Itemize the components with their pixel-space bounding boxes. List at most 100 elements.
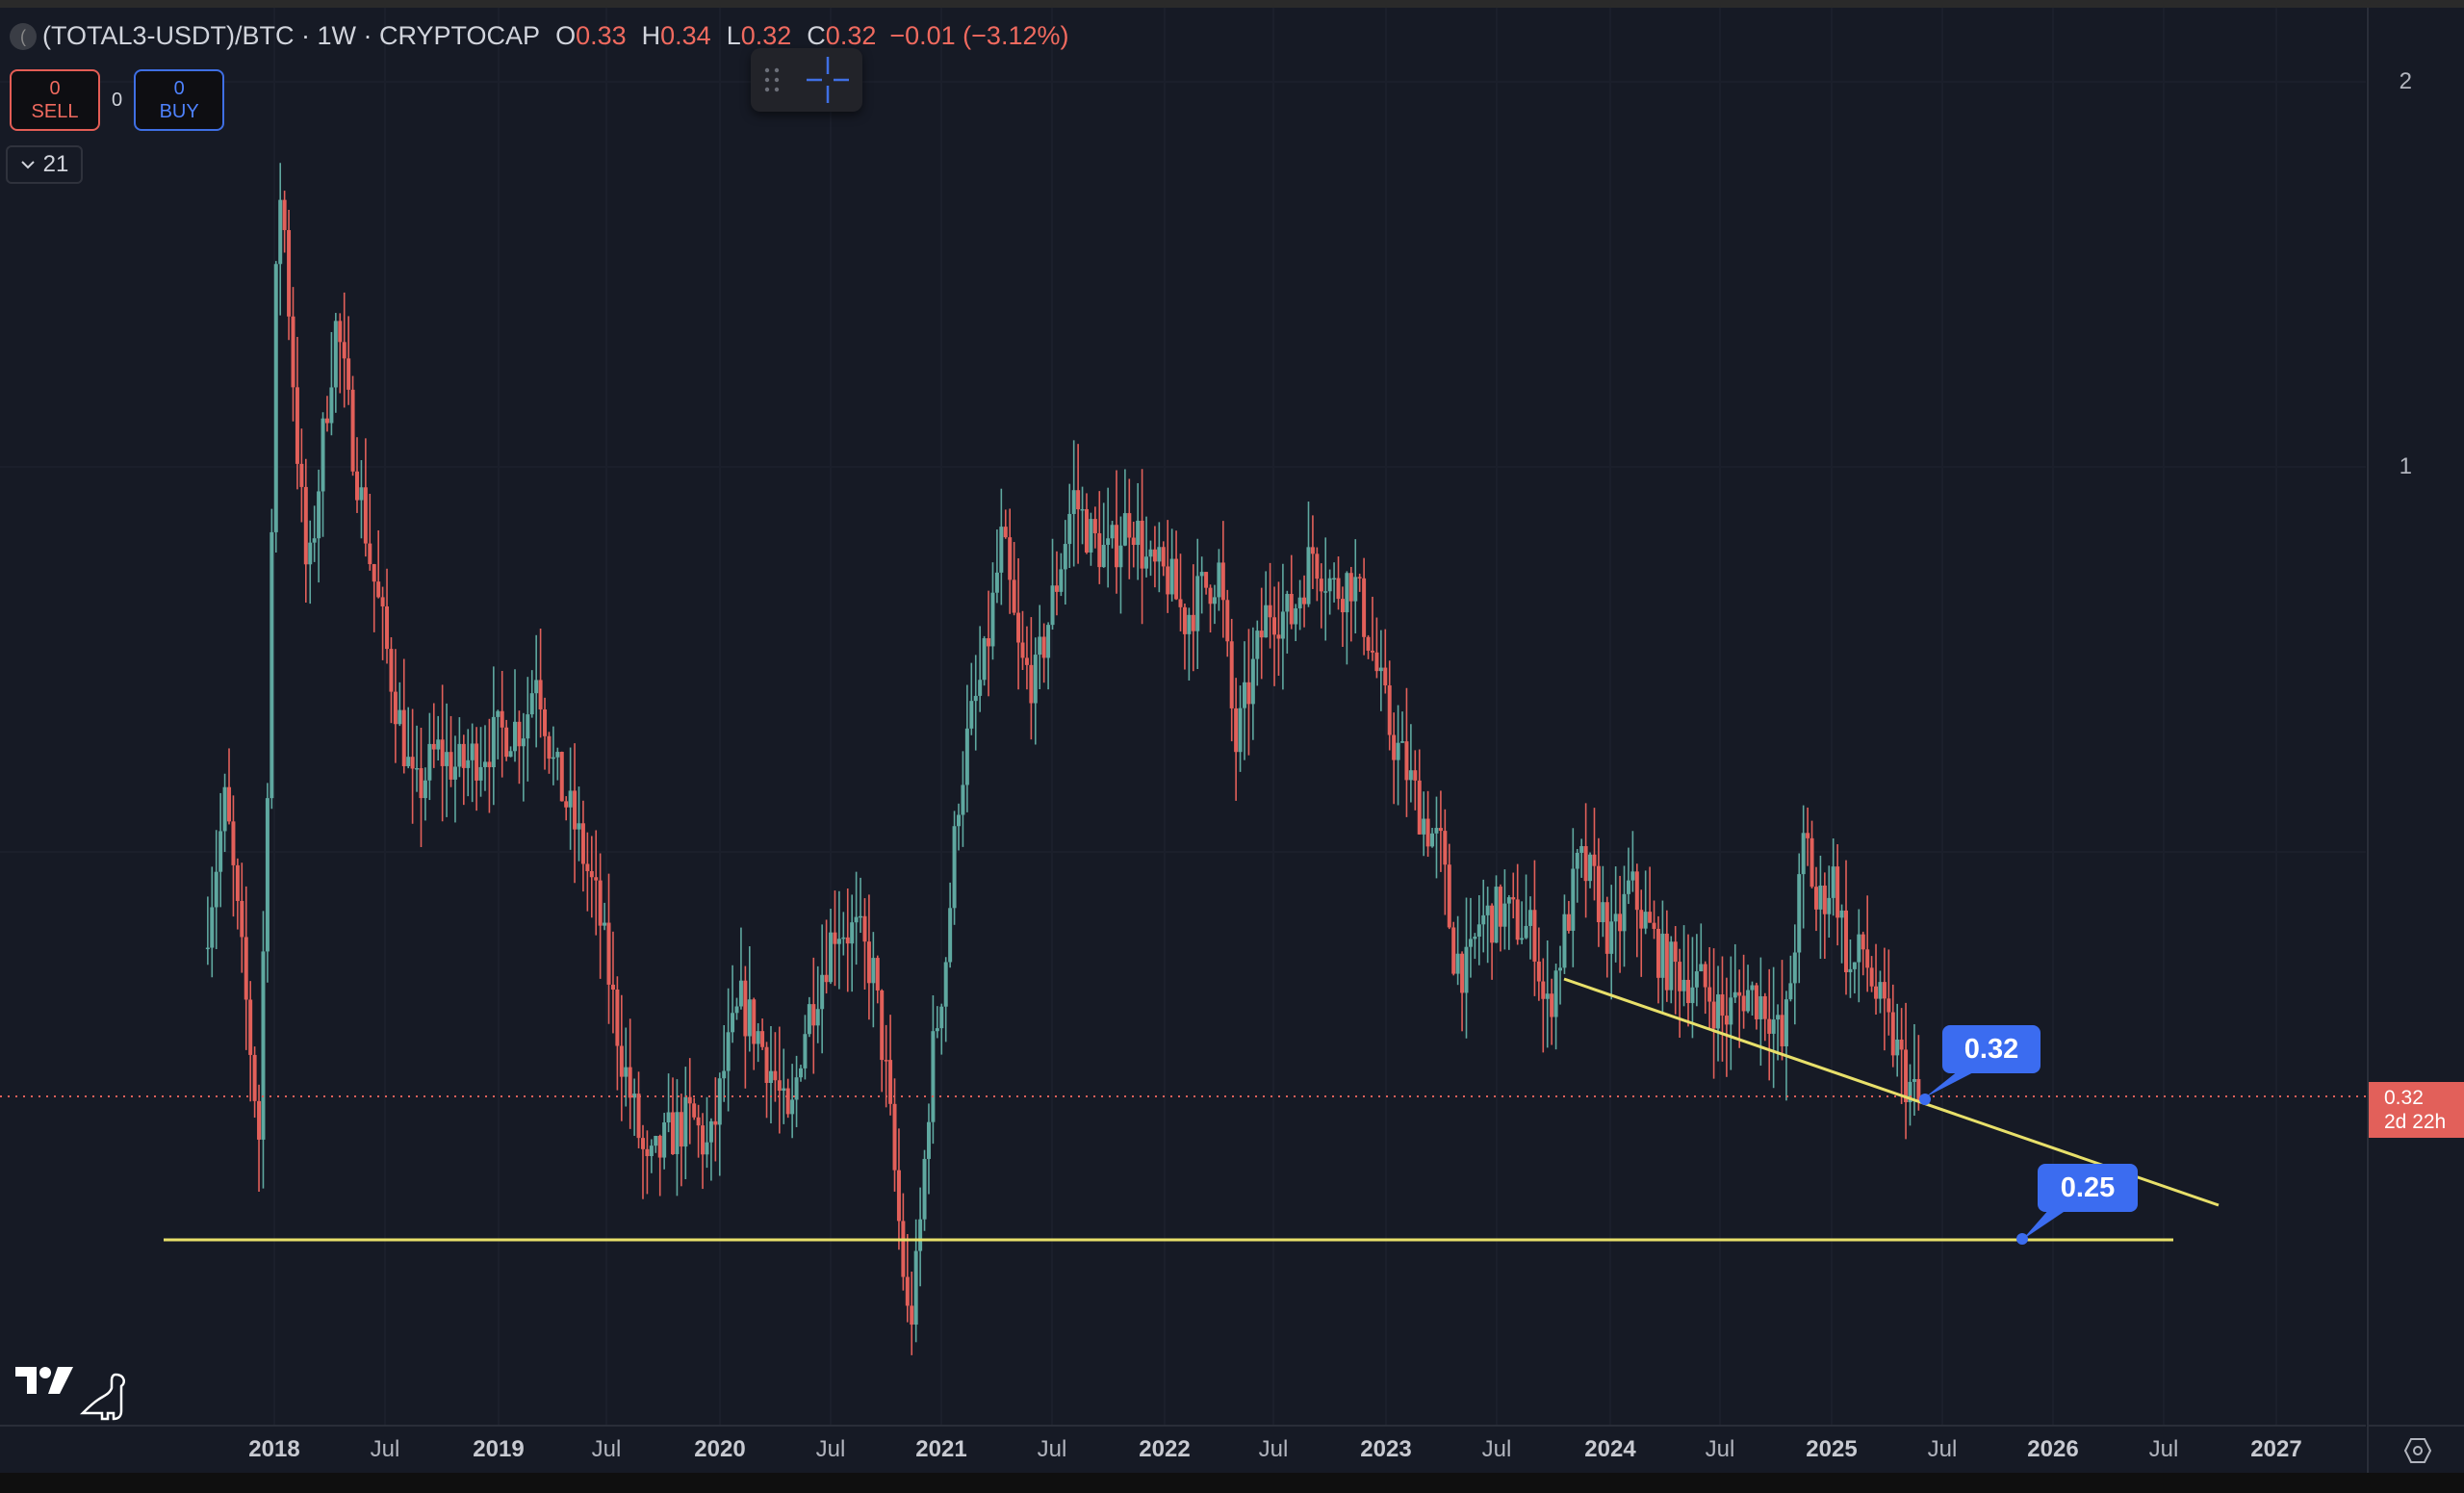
floating-toolbar[interactable] [751, 48, 862, 112]
candle-body [231, 821, 236, 865]
candle-body [717, 1078, 722, 1125]
candle-body [1694, 971, 1699, 988]
candle-body [354, 471, 359, 501]
candle-body [1366, 636, 1371, 651]
time-tick-jul: Jul [815, 1436, 846, 1462]
candle-body [1886, 998, 1891, 1013]
candle-body [1908, 1081, 1912, 1103]
buy-label: BUY [159, 101, 199, 122]
candle-body [871, 958, 876, 984]
candle-body [1348, 573, 1353, 602]
candle-body [845, 937, 850, 944]
candle-body [1289, 593, 1294, 625]
price-callout-032[interactable]: 0.32 [1942, 1025, 2040, 1073]
callout-pointer [2022, 1208, 2069, 1240]
candle-body [803, 1034, 808, 1068]
candle-body [543, 708, 548, 736]
candle-body [466, 759, 471, 768]
candle-body [1340, 599, 1345, 613]
candle-body [833, 932, 837, 944]
candle-body [1788, 983, 1793, 1000]
candle-body [994, 572, 999, 593]
candle-body [1609, 921, 1614, 954]
candle-body [777, 1080, 782, 1092]
candle-body [948, 908, 953, 963]
candle-body [829, 932, 834, 983]
close-label: C [807, 21, 826, 50]
candle-body [1678, 962, 1682, 991]
candle-body [1797, 874, 1802, 953]
time-tick-2023: 2023 [1360, 1436, 1412, 1462]
candle-body [389, 649, 394, 692]
time-tick-jul: Jul [1705, 1436, 1735, 1462]
candle-body [1029, 664, 1034, 704]
candle-body [1613, 914, 1618, 922]
candle-body [1285, 593, 1290, 612]
candle-body [1169, 558, 1174, 595]
time-tick-2018: 2018 [248, 1436, 300, 1462]
time-tick-jul: Jul [1481, 1436, 1512, 1462]
drag-handle-icon[interactable] [762, 65, 782, 94]
price-callout-025[interactable]: 0.25 [2038, 1164, 2138, 1212]
candle-body [922, 1158, 927, 1220]
symbol-title[interactable]: (TOTAL3-USDT)/BTC · 1W · CRYPTOCAP [42, 21, 541, 50]
candle-body [785, 1088, 790, 1115]
candle-body [487, 761, 492, 768]
candle-body [1703, 964, 1707, 988]
candle-body [1362, 578, 1367, 637]
indicators-toggle[interactable]: 21 [6, 145, 83, 184]
candle-body [1136, 520, 1141, 546]
candle-body [324, 418, 329, 424]
candle-body [440, 739, 445, 766]
time-tick-2022: 2022 [1139, 1436, 1191, 1462]
candle-body [705, 1142, 709, 1155]
candle-body [1178, 599, 1183, 607]
candle-body [431, 743, 436, 750]
crosshair-icon[interactable] [805, 55, 851, 105]
candle-body [636, 1094, 641, 1139]
symbol-logo-icon[interactable]: ( [10, 22, 37, 50]
chart-pane[interactable] [0, 8, 2366, 1425]
candle-body [760, 1031, 765, 1047]
indicators-count: 21 [42, 151, 69, 177]
candle-body [862, 915, 867, 942]
candle-body [990, 592, 995, 647]
sell-button[interactable]: 0 SELL [10, 69, 100, 131]
dinosaur-icon[interactable] [79, 1371, 129, 1423]
candle-body [1806, 833, 1810, 838]
candle-body [482, 761, 487, 767]
candle-body [419, 767, 424, 799]
candle-body [350, 389, 355, 472]
candle-body [1250, 658, 1255, 705]
candle-body [1545, 993, 1550, 999]
candle-body [1408, 770, 1413, 781]
candle-body [1579, 846, 1584, 853]
price-tick-1: 1 [2399, 453, 2412, 479]
candle-body [1720, 994, 1725, 1017]
candle-body [969, 701, 974, 729]
candle-body [436, 739, 441, 750]
candle-body [713, 1120, 718, 1125]
candle-body [1310, 547, 1315, 554]
candle-body [401, 709, 406, 766]
candle-body [1758, 995, 1763, 1019]
candle-body [1515, 899, 1520, 940]
candle-body [1238, 708, 1243, 753]
candle-body [265, 798, 270, 952]
price-axis[interactable]: 2 1 [2367, 8, 2464, 1425]
candle-body [692, 1103, 697, 1118]
candlestick-chart[interactable] [0, 8, 2366, 1425]
chevron-down-icon [20, 161, 35, 169]
candle-body [577, 823, 581, 830]
buy-button[interactable]: 0 BUY [134, 69, 225, 131]
candle-body [603, 922, 607, 926]
candle-body [1425, 818, 1430, 847]
chart-settings-button[interactable] [2367, 1425, 2464, 1475]
candle-body [329, 387, 334, 424]
candle-body [1630, 871, 1635, 881]
time-axis[interactable] [0, 1425, 2366, 1475]
tradingview-logo[interactable] [15, 1365, 75, 1403]
spread-value: 0 [112, 89, 123, 111]
candle-body [415, 767, 420, 770]
candle-body [1912, 1079, 1916, 1082]
